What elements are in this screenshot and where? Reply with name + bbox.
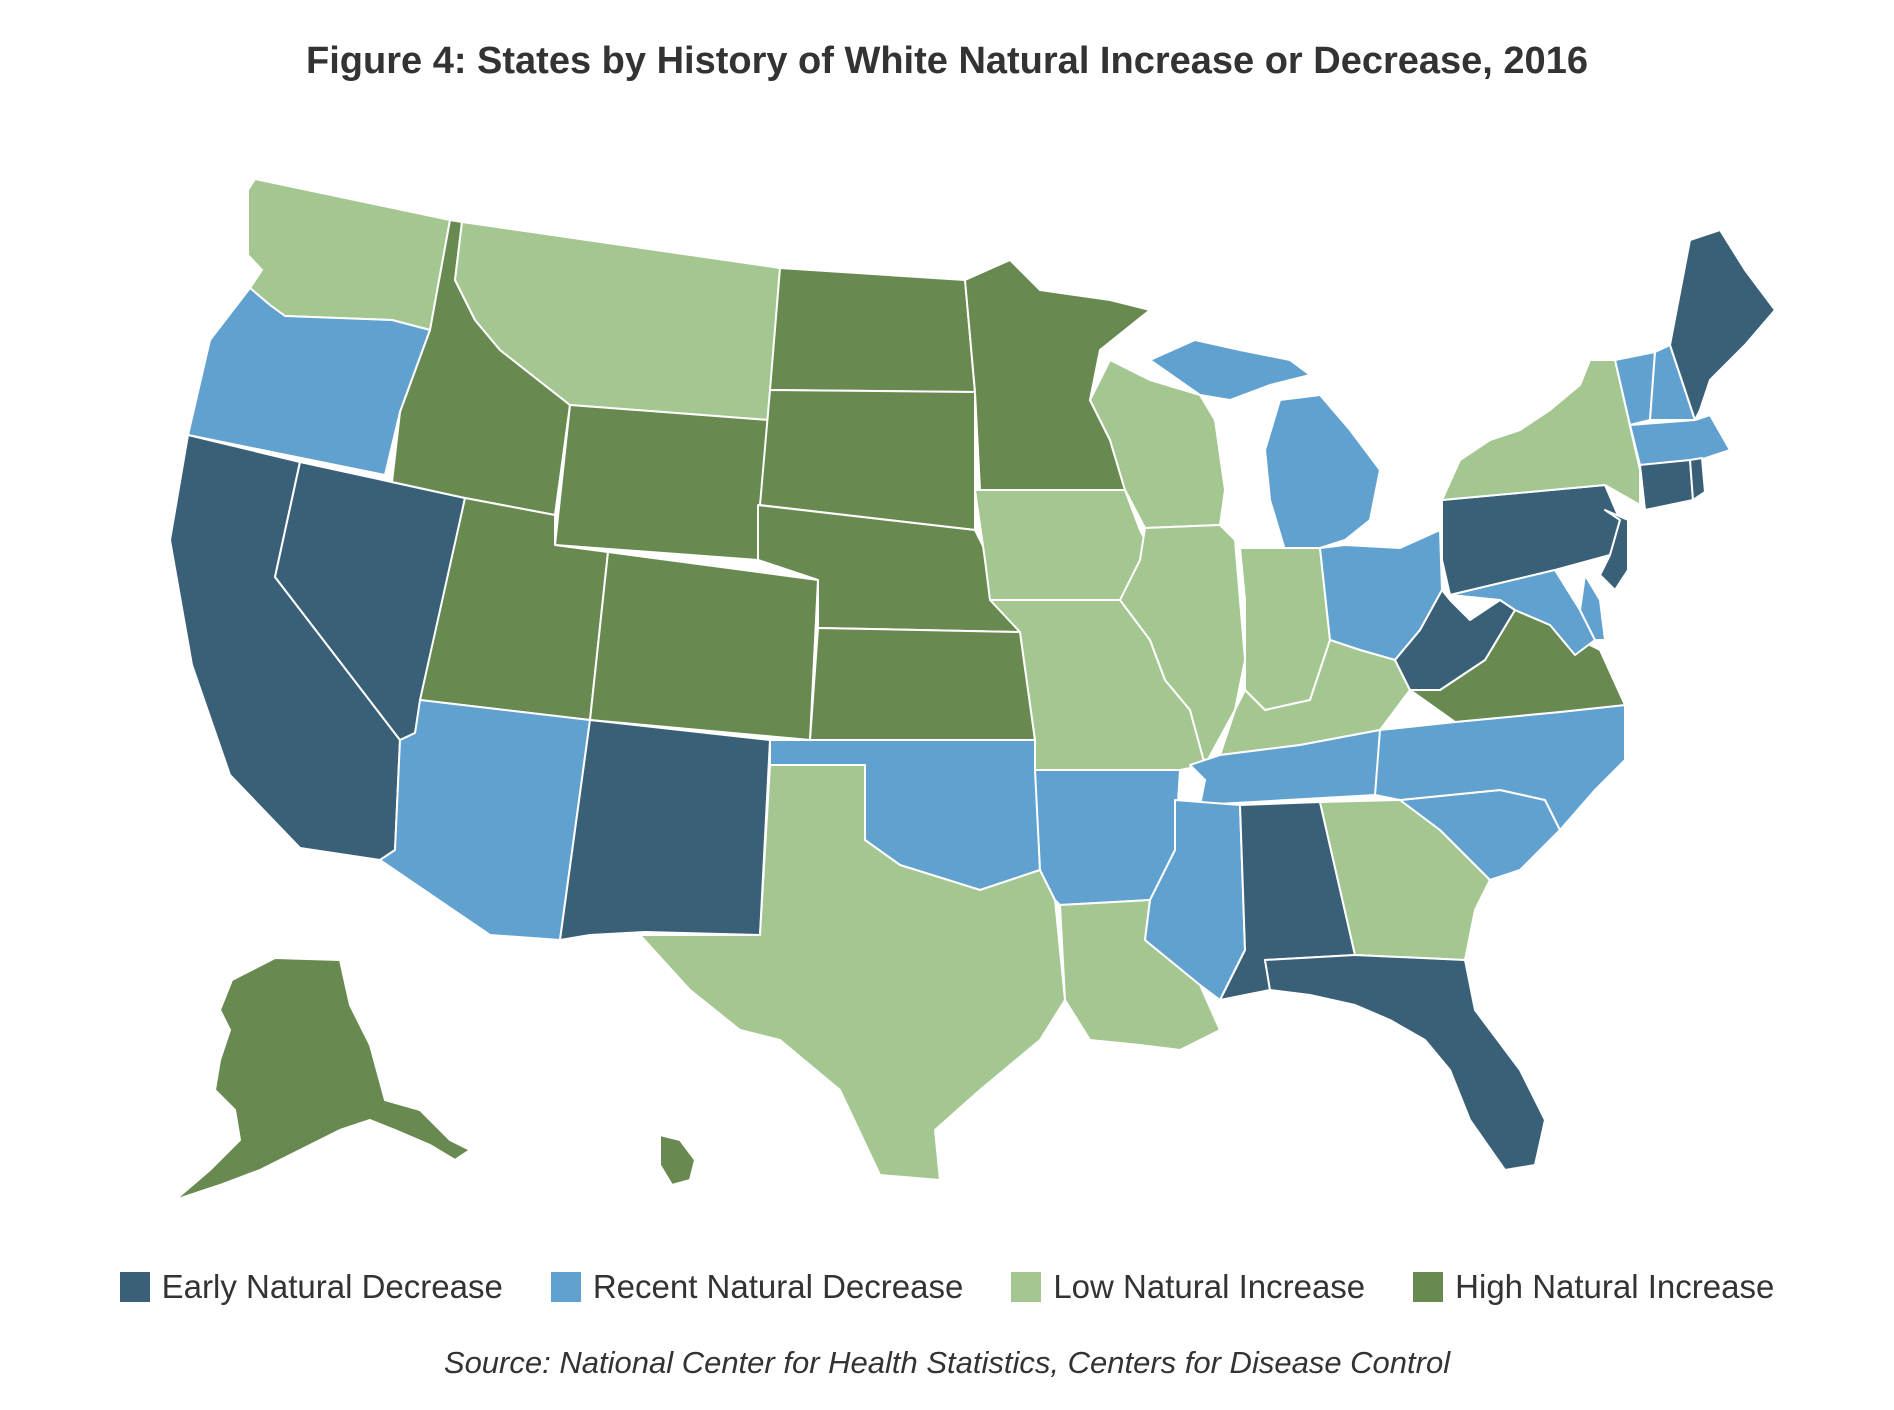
legend-swatch-early (119, 1272, 150, 1302)
legend-item-low: Low Natural Increase (1011, 1268, 1365, 1306)
state-nm (559, 719, 771, 941)
state-ia (974, 489, 1151, 601)
state-mi_up (1149, 339, 1311, 401)
map-title: Figure 4: States by History of White Nat… (306, 40, 1588, 82)
state-nd (769, 267, 976, 393)
legend-item-early: Early Natural Decrease (119, 1268, 503, 1306)
legend-swatch-recent (550, 1272, 581, 1302)
legend-item-high: High Natural Increase (1413, 1268, 1774, 1306)
state-ma (1629, 414, 1731, 466)
legend-swatch-high (1413, 1272, 1444, 1302)
state-md (1449, 569, 1596, 656)
legend-label-early: Early Natural Decrease (161, 1268, 503, 1305)
state-mi (1264, 394, 1381, 551)
state-wy (554, 404, 769, 561)
state-hi (659, 1134, 696, 1186)
state-co (589, 551, 819, 741)
legend-item-recent: Recent Natural Decrease (550, 1268, 964, 1306)
state-ak (174, 957, 471, 1201)
state-ct (1639, 459, 1694, 511)
state-wi (1089, 359, 1226, 529)
state-wa (247, 178, 451, 331)
state-tx (639, 764, 1066, 1181)
state-pa (1441, 484, 1621, 596)
legend-label-high: High Natural Increase (1455, 1268, 1775, 1305)
legend-label-low: Low Natural Increase (1053, 1268, 1366, 1305)
state-az (379, 699, 591, 941)
state-ri (1689, 457, 1706, 501)
state-nj (1599, 509, 1629, 591)
source-note: Source: National Center for Health Stati… (443, 1345, 1451, 1380)
state-ny (1441, 359, 1641, 506)
state-me (1669, 229, 1776, 421)
legend: Early Natural Decrease Recent Natural De… (0, 1268, 1894, 1306)
legend-swatch-low (1011, 1272, 1042, 1302)
state-de (1579, 574, 1606, 641)
state-ks (809, 627, 1036, 741)
state-fl (1264, 954, 1546, 1171)
legend-label-recent: Recent Natural Decrease (592, 1268, 964, 1305)
state-mn (964, 259, 1151, 491)
